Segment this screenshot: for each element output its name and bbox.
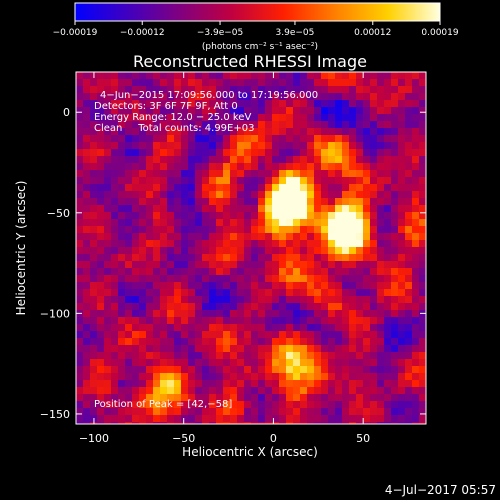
x-tick-label: −50 (172, 432, 195, 445)
y-axis-label: Heliocentric Y (arcsec) (14, 181, 28, 316)
y-tick-label: −150 (40, 408, 70, 421)
annotation-detectors: Detectors: 3F 6F 7F 9F, Att 0 (94, 101, 238, 112)
x-tick-label: 50 (356, 432, 370, 445)
colorbar-tick-label: −0.00012 (120, 28, 165, 38)
x-axis-ticks: −100 −50 0 50 (79, 72, 370, 445)
x-axis-label: Heliocentric X (arcsec) (182, 445, 318, 459)
annotation-time-range: 4−Jun−2015 17:09:56.000 to 17:19:56.000 (100, 90, 318, 101)
heatmap-image (76, 72, 426, 424)
colorbar-tick-label: −0.00019 (53, 28, 98, 38)
y-tick-label: 0 (63, 106, 70, 119)
x-tick-label: 0 (270, 432, 277, 445)
colorbar-unit-label: (photons cm⁻² s⁻¹ asec⁻²) (202, 42, 318, 52)
y-tick-label: −100 (40, 307, 70, 320)
annotation-energy-range: Energy Range: 12.0 − 25.0 keV (94, 112, 251, 123)
x-tick-label: −100 (79, 432, 109, 445)
annotation-peak-position: Position of Peak = [42,−58] (94, 399, 232, 410)
plot-frame (75, 71, 427, 425)
colorbar-tick-label: −3.9e−05 (197, 28, 243, 38)
colorbar-tick-label: 0.00019 (421, 28, 458, 38)
y-axis-ticks: 0 −50 −100 −150 (40, 106, 426, 421)
annotation-clean: Clean Total counts: 4.99E+03 (94, 123, 254, 134)
footer-date: 4−Jul−2017 05:57 (385, 483, 496, 497)
y-tick-label: −50 (47, 207, 70, 220)
colorbar (74, 2, 441, 22)
colorbar-tick-label: 0.00012 (354, 28, 391, 38)
colorbar-tick-label: 3.9e−05 (276, 28, 315, 38)
chart-title: Reconstructed RHESSI Image (133, 52, 367, 71)
colorbar-ticks: −0.00019 −0.00012 −3.9e−05 3.9e−05 0.00012 0.… (53, 21, 459, 38)
